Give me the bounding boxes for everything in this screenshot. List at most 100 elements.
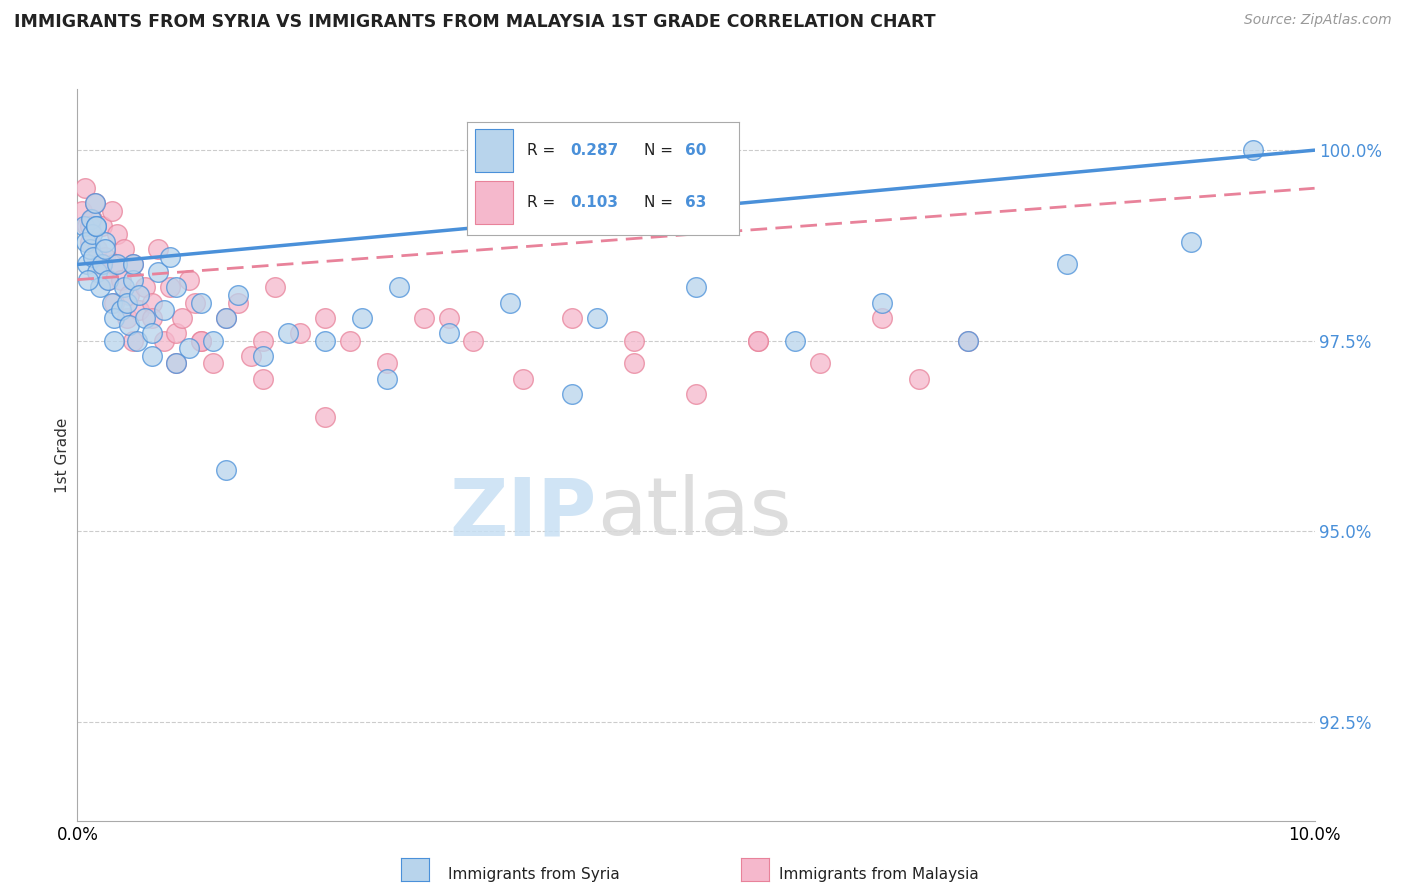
Point [79, 219, 101, 234]
Point [437, 310, 460, 325]
Point [101, 295, 124, 310]
Point [907, 372, 929, 386]
Point [105, 257, 128, 271]
Point [177, 273, 200, 287]
Point [190, 334, 212, 348]
Point [957, 334, 980, 348]
Text: Immigrants from Malaysia: Immigrants from Malaysia [779, 867, 979, 881]
Bar [475, 181, 513, 224]
Point [93, 235, 115, 249]
Point [91, 257, 114, 271]
Text: 0.103: 0.103 [571, 195, 619, 211]
Point [252, 349, 274, 363]
Point [103, 295, 125, 310]
Point [165, 356, 187, 370]
Point [118, 288, 141, 302]
Point [128, 288, 150, 302]
Text: Source: ZipAtlas.com: Source: ZipAtlas.com [1244, 13, 1392, 28]
Text: 60: 60 [685, 143, 706, 158]
Point [215, 463, 238, 477]
Point [103, 257, 125, 271]
Point [1241, 143, 1264, 157]
Point [685, 387, 707, 401]
Point [226, 295, 249, 310]
Point [463, 334, 485, 348]
Point [202, 334, 225, 348]
Point [870, 295, 893, 310]
Point [957, 334, 980, 348]
Point [202, 356, 225, 370]
Point [83, 196, 105, 211]
Point [412, 310, 434, 325]
Point [72, 219, 94, 234]
Point [75, 235, 97, 249]
Point [101, 204, 124, 219]
Point [561, 310, 583, 325]
Point [165, 356, 187, 370]
Bar [475, 129, 513, 172]
Y-axis label: 1st Grade: 1st Grade [55, 417, 70, 492]
Point [82, 227, 104, 241]
Point [146, 265, 169, 279]
Point [437, 326, 460, 340]
Point [165, 326, 187, 340]
Point [808, 356, 831, 370]
Text: N =: N = [644, 143, 678, 158]
Point [252, 334, 274, 348]
Point [870, 310, 893, 325]
Point [110, 303, 132, 318]
Point [103, 334, 125, 348]
Point [128, 303, 150, 318]
Point [264, 280, 287, 294]
Point [122, 257, 145, 271]
Point [165, 280, 187, 294]
Point [122, 334, 145, 348]
Point [91, 257, 114, 271]
Point [388, 280, 411, 294]
Point [76, 257, 98, 271]
Point [375, 356, 398, 370]
Point [288, 326, 311, 340]
Point [84, 219, 107, 234]
Point [190, 295, 212, 310]
Point [252, 372, 274, 386]
Point [82, 250, 104, 264]
Point [184, 295, 207, 310]
Point [1056, 257, 1078, 271]
Point [79, 242, 101, 256]
Point [103, 310, 125, 325]
Point [350, 310, 373, 325]
Point [97, 273, 120, 287]
Point [375, 372, 398, 386]
Point [141, 326, 163, 340]
Point [115, 295, 138, 310]
Text: atlas: atlas [598, 475, 792, 552]
Point [141, 310, 163, 325]
Point [685, 280, 707, 294]
Point [159, 250, 181, 264]
Point [215, 310, 238, 325]
Point [122, 273, 145, 287]
Point [499, 295, 522, 310]
Point [122, 257, 145, 271]
Point [86, 242, 108, 256]
Text: R =: R = [527, 143, 560, 158]
Text: ZIP: ZIP [450, 475, 598, 552]
Point [141, 349, 163, 363]
Point [82, 211, 104, 226]
Text: 63: 63 [685, 195, 706, 211]
Point [110, 273, 132, 287]
Point [105, 227, 128, 241]
Point [84, 219, 107, 234]
Point [80, 211, 103, 226]
Point [73, 181, 96, 195]
Point [512, 372, 534, 386]
Point [239, 349, 262, 363]
Point [747, 334, 769, 348]
Text: R =: R = [527, 195, 560, 211]
Point [89, 280, 111, 294]
Point [153, 303, 176, 318]
Point [86, 265, 108, 279]
Text: 0.287: 0.287 [571, 143, 619, 158]
Point [134, 280, 156, 294]
